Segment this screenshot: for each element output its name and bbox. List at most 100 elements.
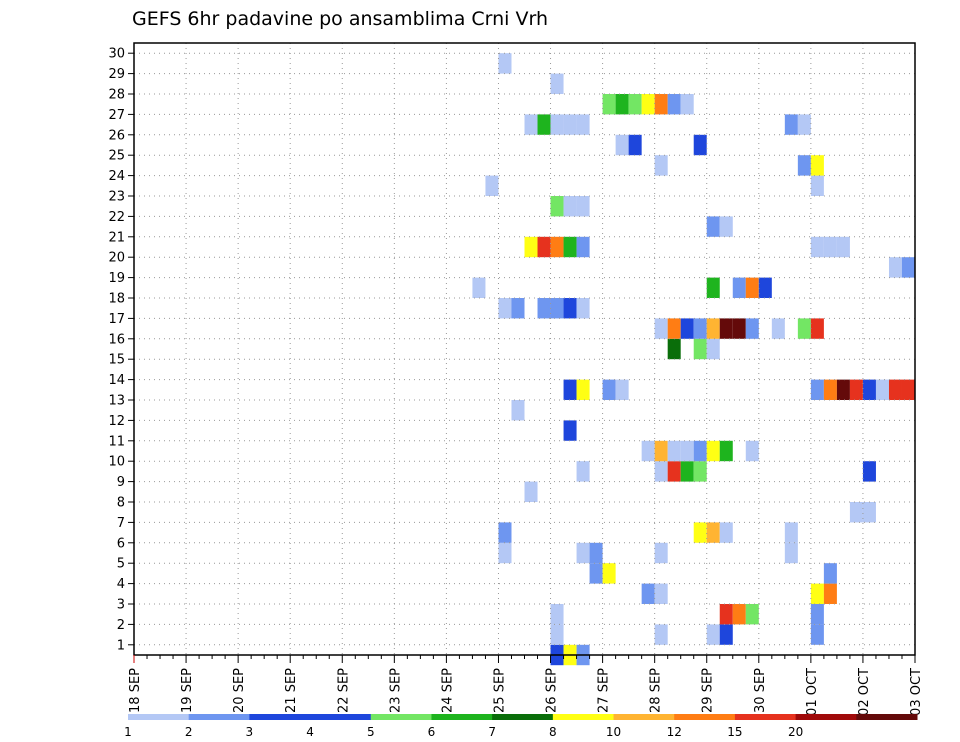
x-tick-label: 20 SEP [232,668,247,713]
x-tick-label: 02 OCT [857,668,872,716]
heatmap-cell [797,155,811,176]
heatmap-cell [706,277,720,298]
heatmap-cell [511,298,525,319]
heatmap-cell [836,379,850,400]
y-tick-label: 19 [108,271,125,286]
y-tick-label: 8 [117,496,125,511]
heatmap-cell [810,624,824,645]
y-tick-label: 23 [108,190,125,205]
y-tick-label: 20 [108,251,125,266]
heatmap-cell [875,379,889,400]
heatmap-cell [745,440,759,462]
heatmap-cell [719,624,733,645]
heatmap-cell [615,134,629,156]
x-tick-label: 23 SEP [388,668,403,713]
heatmap-cell [745,604,759,625]
heatmap-cell [745,318,759,339]
heatmap-cell [836,236,850,258]
colorbar-swatch [249,714,311,720]
heatmap-cell [563,114,577,135]
heatmap-cell [602,563,616,584]
heatmap-cell [563,379,577,400]
heatmap-cell [810,175,824,196]
heatmap-cell [823,236,837,258]
heatmap-cell [732,277,746,298]
colorbar-label: 20 [788,725,803,739]
heatmap-cell [784,114,798,135]
heatmap-cell [693,440,707,462]
heatmap-cell [810,155,824,176]
heatmap-cell [693,318,707,339]
y-tick-label: 14 [108,373,125,388]
heatmap-cell [511,400,525,421]
heatmap-cell [888,257,902,278]
heatmap-cell [667,461,681,482]
x-tick-label: 25 SEP [492,668,507,713]
heatmap-cell [849,502,863,523]
heatmap-cell [706,318,720,339]
heatmap-cell [576,298,590,319]
heatmap-cell [576,236,590,258]
heatmap-cell [862,379,876,400]
y-tick-label: 1 [117,638,125,653]
heatmap-cell [719,318,733,339]
heatmap-cell [628,134,642,156]
heatmap-cell [550,604,564,625]
grid-lines [134,43,915,655]
heatmap-cell [810,583,824,604]
colorbar-swatch [188,714,250,720]
heatmap-cell [680,461,694,482]
heatmap-cell [823,563,837,584]
heatmap-cell [693,338,707,360]
colorbar-label: 12 [667,725,682,739]
y-tick-label: 30 [108,47,125,62]
colorbar-swatch [613,714,675,720]
x-tick-label: 18 SEP [128,668,143,713]
heatmap-cell [654,583,668,604]
heatmap-cell [550,236,564,258]
heatmap-cell [706,624,720,645]
heatmap-cell [576,379,590,400]
heatmap-cell [589,563,603,584]
y-tick-label: 29 [108,67,125,82]
heatmap-cell [563,420,577,441]
x-tick-label: 03 OCT [909,668,924,716]
colorbar-label: 5 [367,725,375,739]
heatmap-cell [784,522,798,543]
heatmap-cell [537,114,551,135]
colorbar-swatch [795,714,857,720]
heatmap-cell [641,583,655,604]
y-tick-label: 22 [108,210,125,225]
heatmap-cell [784,542,798,564]
heatmap-cell [472,277,486,298]
heatmap-cell [628,94,642,115]
heatmap-cell [654,155,668,176]
heatmap-cell [615,94,629,115]
chart-title: GEFS 6hr padavine po ansamblima Crni Vrh [132,8,548,30]
colorbar: 1 2 3 4 5 6 7 8 10 12 15 20 [124,714,918,739]
colorbar-swatch [431,714,493,720]
colorbar-label: 7 [488,725,496,739]
heatmap-cell [654,542,668,564]
heatmap-cell [706,440,720,462]
heatmap-cell [563,298,577,319]
heatmap-cell [641,94,655,115]
colorbar-label: 4 [306,725,314,739]
heatmap-cell [771,318,785,339]
heatmap-cell [550,298,564,319]
heatmap-cells [472,53,915,666]
heatmap-cell [732,318,746,339]
heatmap-cell [654,318,668,339]
x-tick-label: 28 SEP [649,668,664,713]
heatmap-cell [498,542,512,564]
y-tick-label: 25 [108,149,125,164]
heatmap-cell [849,379,863,400]
colorbar-swatch [128,714,190,720]
x-tick-label: 26 SEP [545,668,560,713]
heatmap-cell [641,440,655,462]
y-tick-label: 12 [108,414,125,429]
x-tick-label: 24 SEP [440,668,455,713]
colorbar-label: 1 [124,725,132,739]
heatmap-cell [901,257,915,278]
x-tick-label: 21 SEP [284,668,299,713]
